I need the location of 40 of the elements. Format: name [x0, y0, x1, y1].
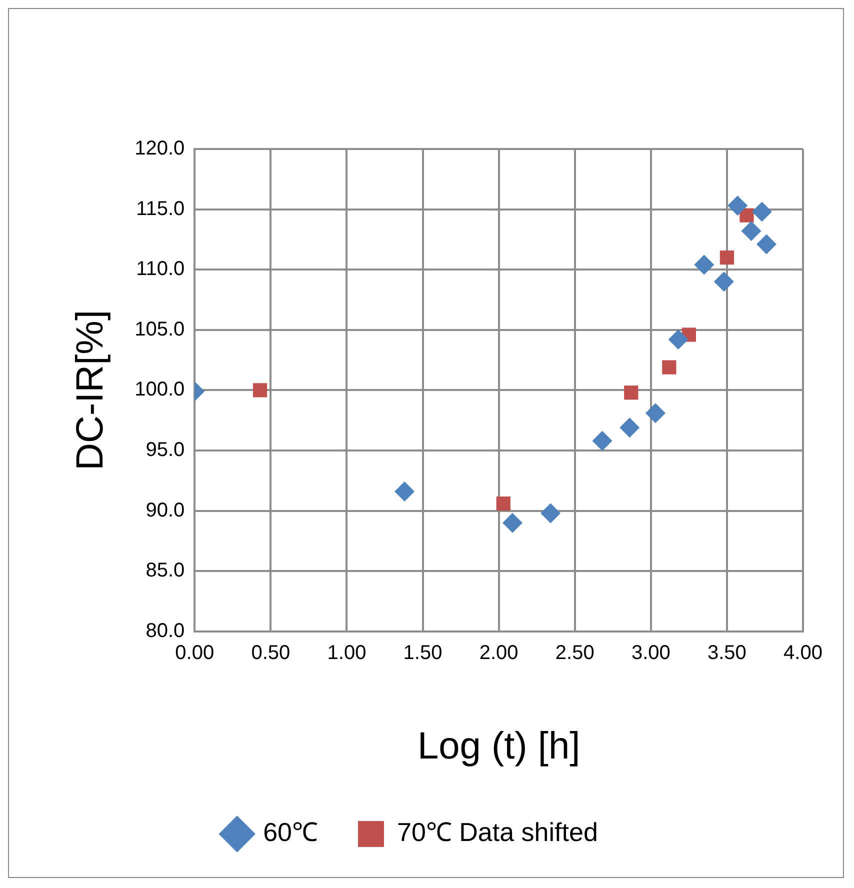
y-tick-label: 110.0: [136, 258, 185, 280]
legend-label: 70℃ Data shifted: [397, 817, 598, 848]
point: [714, 272, 734, 292]
x-tick-label: 2.50: [555, 642, 594, 664]
y-tick-label: 115.0: [136, 198, 185, 220]
x-tick-label: 3.50: [707, 642, 746, 664]
point: [624, 386, 638, 400]
point: [756, 234, 776, 254]
point: [620, 418, 640, 438]
point: [752, 202, 772, 222]
y-tick-label: 105.0: [134, 318, 185, 340]
point: [645, 403, 666, 424]
point: [502, 512, 523, 533]
x-axis-title: Log (t) [h]: [418, 726, 580, 768]
x-tick-label: 1.00: [327, 642, 366, 664]
point: [662, 360, 676, 374]
y-axis-title: DC-IR[%]: [69, 310, 112, 470]
point: [592, 430, 612, 451]
point: [540, 503, 561, 524]
y-tick-label: 95.0: [146, 439, 185, 462]
point: [252, 383, 268, 398]
point: [728, 196, 748, 216]
point: [668, 330, 688, 350]
x-tick-label: 0.00: [175, 642, 214, 664]
legend-label: 60℃: [263, 817, 318, 848]
x-tick-label: 4.00: [784, 642, 822, 664]
x-tick-label: 3.00: [631, 642, 670, 664]
y-tick-label: 80.0: [146, 620, 185, 642]
point: [394, 482, 415, 502]
x-tick-label: 0.50: [251, 642, 290, 664]
point: [741, 221, 762, 242]
x-tick-label: 1.50: [403, 642, 442, 664]
y-tick-label: 100.0: [134, 378, 185, 401]
y-tick-label: 90.0: [146, 499, 185, 522]
point: [496, 496, 510, 511]
y-tick-label: 120.0: [134, 138, 185, 160]
y-tick-label: 85.0: [146, 560, 185, 582]
point: [694, 254, 714, 275]
point: [720, 250, 734, 265]
x-tick-label: 2.00: [479, 642, 518, 664]
